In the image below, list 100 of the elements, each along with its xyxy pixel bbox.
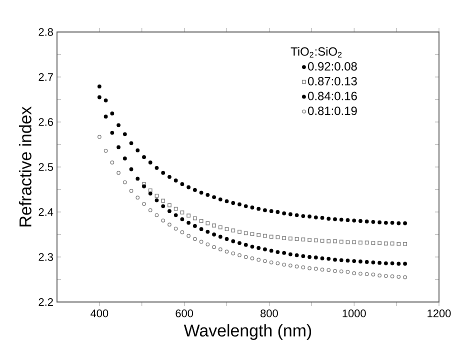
- point: [333, 239, 337, 244]
- point: [174, 178, 178, 182]
- point: [352, 240, 356, 244]
- point: [192, 237, 197, 241]
- point: [269, 260, 274, 264]
- point: [384, 261, 388, 266]
- x-tick-label: 600: [176, 310, 194, 318]
- point: [174, 213, 178, 218]
- point: [333, 258, 337, 262]
- point: [148, 160, 152, 164]
- point: [371, 241, 376, 245]
- point: [154, 166, 159, 170]
- point: [122, 180, 127, 184]
- point: [244, 242, 248, 247]
- point: [180, 217, 184, 222]
- point: [352, 218, 356, 222]
- point: [358, 260, 362, 264]
- point: [282, 211, 286, 216]
- point: [186, 214, 191, 218]
- point: [218, 247, 222, 252]
- point: [314, 238, 318, 242]
- y-tick-label: 2.2: [38, 298, 53, 306]
- point: [346, 258, 350, 263]
- point: [364, 260, 369, 264]
- point: [148, 208, 152, 212]
- legend-title: TiO$_{2}$:SiO$_{2}$: [290, 46, 342, 58]
- point: [314, 266, 318, 271]
- point: [168, 174, 172, 179]
- point: [161, 204, 166, 208]
- legend-label: 0.81:0.19: [308, 106, 357, 116]
- x-tick-label: 400: [90, 310, 108, 318]
- point: [168, 209, 172, 214]
- point: [276, 210, 280, 214]
- point: [231, 239, 236, 244]
- point: [326, 239, 331, 244]
- point: [339, 258, 344, 262]
- point: [364, 272, 369, 276]
- point: [122, 156, 127, 160]
- x-tick-label: 1200: [428, 310, 451, 318]
- x-tick-label: 1000: [342, 310, 366, 318]
- point: [186, 220, 191, 225]
- point: [244, 255, 248, 259]
- point: [250, 206, 254, 210]
- point: [224, 250, 229, 254]
- point: [378, 274, 382, 278]
- point: [244, 204, 248, 208]
- point: [97, 134, 102, 139]
- y-tick-label: 2.3: [38, 253, 53, 261]
- point: [263, 259, 267, 263]
- point: [326, 256, 331, 261]
- point: [161, 170, 166, 175]
- point: [384, 220, 388, 225]
- y-axis-title: Refractive index: [18, 106, 32, 226]
- point: [269, 209, 274, 214]
- point: [358, 240, 362, 245]
- point: [263, 234, 267, 238]
- point: [186, 185, 191, 190]
- point: [238, 230, 242, 234]
- point: [104, 98, 108, 102]
- point: [346, 218, 350, 222]
- x-tick-label: 800: [260, 310, 278, 318]
- point: [129, 141, 134, 146]
- y-tick-label: 2.4: [38, 208, 54, 216]
- point: [142, 155, 146, 160]
- point: [294, 213, 299, 218]
- point: [269, 248, 274, 253]
- point: [231, 251, 236, 256]
- point: [161, 218, 166, 222]
- point: [358, 219, 362, 223]
- point: [378, 260, 382, 265]
- point: [250, 232, 254, 236]
- point: [396, 262, 401, 266]
- legend-label: 0.84:0.16: [308, 92, 357, 100]
- point: [358, 272, 362, 276]
- point: [288, 236, 292, 240]
- point: [244, 231, 248, 236]
- point: [333, 217, 337, 222]
- point: [390, 242, 394, 246]
- point: [378, 220, 382, 224]
- point: [288, 264, 292, 268]
- point: [288, 212, 292, 216]
- point: [97, 84, 102, 88]
- point: [206, 230, 210, 234]
- point: [308, 255, 312, 259]
- point: [174, 226, 178, 231]
- point: [116, 145, 120, 150]
- point: [352, 259, 356, 263]
- point: [110, 160, 114, 164]
- point: [339, 218, 344, 222]
- point: [136, 176, 140, 181]
- point: [282, 236, 286, 240]
- point: [378, 241, 382, 245]
- point: [384, 242, 388, 246]
- point: [154, 213, 159, 218]
- point: [231, 228, 236, 232]
- point: [192, 188, 197, 192]
- point: [199, 190, 204, 195]
- point: [396, 221, 401, 226]
- point: [256, 233, 261, 237]
- point: [154, 194, 159, 198]
